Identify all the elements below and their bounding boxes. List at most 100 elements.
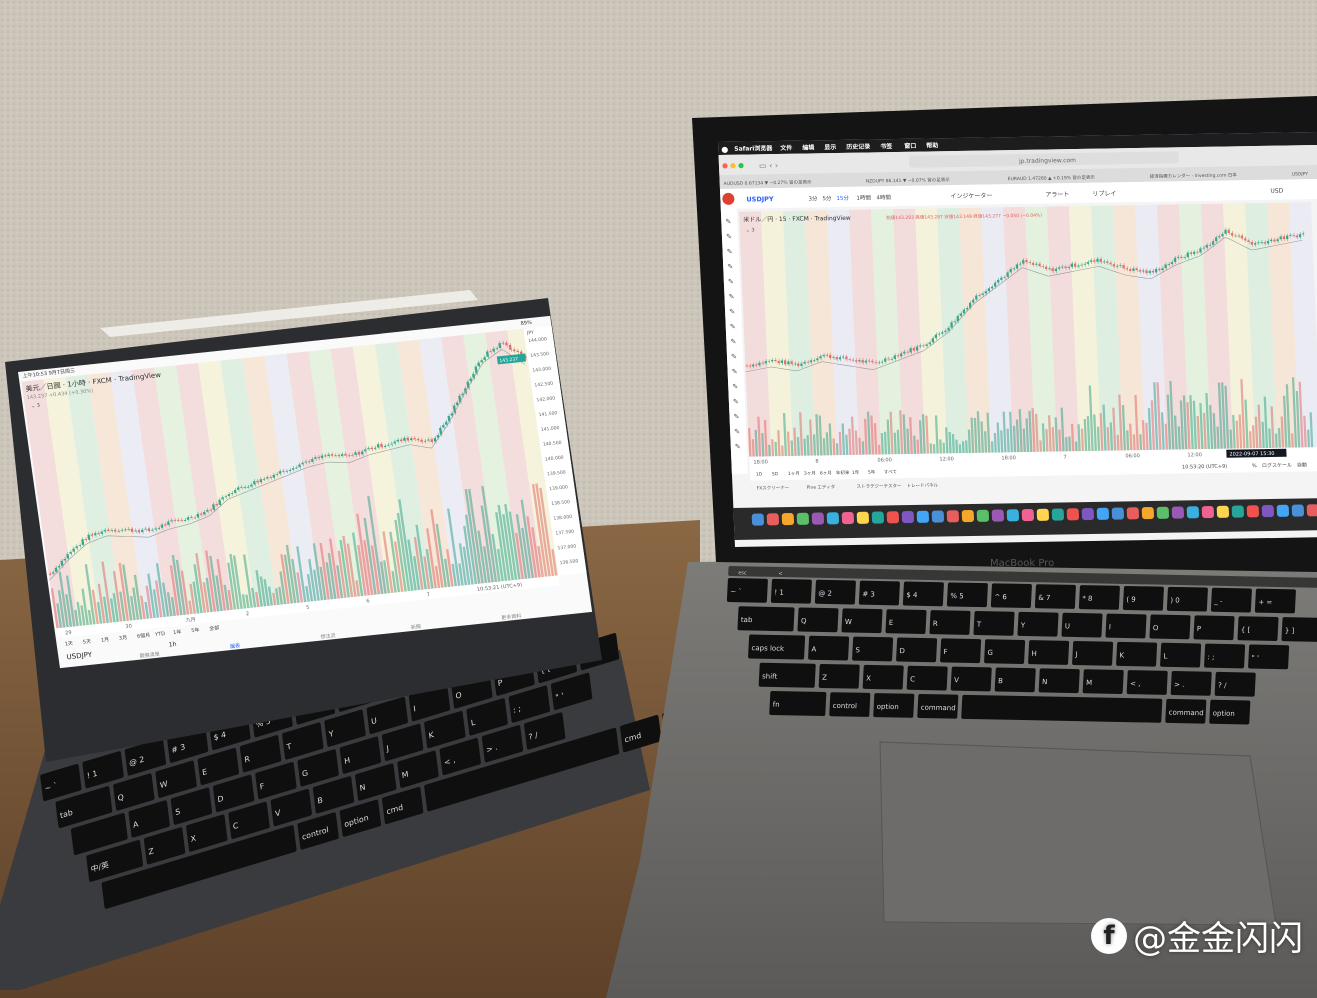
range-button[interactable]: 5年 (191, 626, 200, 634)
indicator-collapse[interactable]: ⌄ 3 (746, 227, 755, 233)
browser-tab[interactable]: AUDUSD 0.67134 ▼ −0.27% 冒の足表示 (724, 178, 813, 186)
time-axis[interactable] (749, 446, 1317, 467)
key[interactable] (917, 693, 959, 719)
browser-tab[interactable]: NZDUPY 86.141 ▼ −0.07% 冒の足表示 (866, 176, 951, 184)
scale-option[interactable]: ログスケール (1262, 462, 1292, 469)
menu-item[interactable]: Safari浏览器 (734, 144, 773, 153)
window-control[interactable] (722, 163, 728, 169)
key[interactable] (239, 735, 282, 773)
key[interactable] (550, 672, 593, 710)
drawing-tool-icon[interactable]: ✎ (733, 398, 739, 406)
key[interactable] (82, 751, 124, 789)
key[interactable] (769, 690, 827, 717)
key[interactable] (101, 825, 297, 910)
key[interactable] (1214, 671, 1256, 697)
key[interactable] (1237, 616, 1279, 642)
key[interactable] (1061, 612, 1103, 638)
dock-app-icon[interactable] (901, 511, 915, 524)
dock-app-icon[interactable] (931, 510, 945, 523)
interval-button[interactable]: 4時間 (876, 193, 891, 201)
key[interactable] (929, 610, 971, 635)
key[interactable] (508, 685, 551, 723)
browser-tab[interactable]: EURAUD 1.47280 ▲ +0.19% 冒の足表示 (1008, 174, 1096, 182)
dock-app-icon[interactable] (1081, 508, 1095, 521)
dock-app-icon[interactable] (766, 513, 780, 526)
key[interactable] (197, 747, 239, 786)
browser-tab[interactable]: 経済指標カレンダー - Investing.com 日本 (1150, 171, 1238, 179)
dock-app-icon[interactable] (1261, 505, 1275, 518)
key[interactable] (397, 750, 439, 788)
key[interactable] (770, 578, 812, 604)
bottom-tab[interactable]: 更多資料 (501, 612, 522, 621)
dock-app-icon[interactable] (1141, 507, 1155, 520)
key[interactable] (366, 696, 408, 735)
dock-app-icon[interactable] (916, 510, 930, 523)
menu-item[interactable]: 编辑 (802, 143, 814, 151)
dock-app-icon[interactable] (961, 510, 975, 523)
key[interactable] (312, 776, 355, 814)
price-axis[interactable] (523, 325, 587, 576)
key[interactable] (128, 800, 170, 838)
range-button[interactable]: 1年 (173, 628, 182, 636)
dock-app-icon[interactable] (991, 509, 1005, 522)
key[interactable] (814, 579, 856, 605)
range-button[interactable]: 6個月 (137, 632, 151, 640)
key[interactable] (524, 712, 566, 750)
range-button[interactable]: 1月 (101, 637, 110, 644)
indicator-collapse[interactable]: ⌄ 3 (31, 403, 41, 410)
key[interactable] (1210, 587, 1252, 613)
menu-item[interactable]: 显示 (824, 143, 836, 151)
key[interactable] (973, 610, 1015, 636)
key[interactable] (1078, 585, 1120, 610)
key[interactable] (748, 634, 806, 660)
dock-app-icon[interactable] (856, 511, 870, 524)
bottom-tab[interactable]: 觀察清單 (139, 651, 160, 660)
key[interactable] (902, 581, 944, 607)
key[interactable] (381, 723, 424, 761)
key[interactable] (228, 801, 270, 839)
key[interactable] (1193, 615, 1235, 641)
trackpad[interactable] (879, 741, 1277, 926)
browser-tab[interactable]: USDJPY (1292, 171, 1309, 177)
key[interactable] (961, 694, 1163, 723)
key[interactable] (1281, 617, 1317, 642)
bottom-panel-tab[interactable]: Pine エディタ (806, 483, 835, 490)
key[interactable] (1072, 640, 1114, 666)
apple-icon[interactable]: ● (721, 145, 728, 154)
drawing-tool-icon[interactable]: ✎ (730, 338, 736, 346)
key[interactable] (896, 637, 938, 663)
key[interactable] (1017, 611, 1059, 637)
symbol-button[interactable]: USDJPY (66, 650, 93, 662)
menu-item[interactable]: 帮助 (926, 141, 938, 149)
key[interactable] (424, 711, 466, 749)
key[interactable] (113, 773, 155, 811)
key[interactable] (862, 664, 904, 690)
key[interactable] (1038, 668, 1080, 694)
key[interactable] (297, 749, 339, 787)
dock-app-icon[interactable] (1186, 506, 1200, 519)
key[interactable] (55, 786, 113, 829)
address-bar[interactable] (908, 151, 1180, 168)
key[interactable] (946, 582, 988, 608)
sidebar-icon[interactable]: ▭ ‹ › (759, 161, 778, 170)
drawing-tool-icon[interactable]: ✎ (732, 383, 738, 391)
key[interactable] (990, 583, 1032, 609)
currency-button[interactable]: USD (1270, 188, 1283, 195)
drawing-tool-icon[interactable]: ✎ (726, 233, 732, 241)
dock-app-icon[interactable] (781, 513, 795, 526)
dock-app-icon[interactable] (976, 509, 990, 522)
range-button[interactable]: 1ヶ月 (788, 471, 800, 477)
key[interactable] (858, 580, 900, 606)
key[interactable] (829, 692, 871, 717)
drawing-tool-icon[interactable]: ✎ (727, 263, 733, 271)
drawing-toolbar[interactable] (720, 208, 748, 474)
key[interactable] (1166, 586, 1208, 612)
dock-app-icon[interactable] (1171, 506, 1185, 519)
key[interactable] (297, 812, 339, 850)
key[interactable] (466, 698, 508, 736)
key[interactable] (40, 763, 82, 802)
range-button[interactable]: 全部 (209, 624, 220, 632)
key[interactable] (143, 827, 186, 865)
key[interactable] (808, 635, 850, 661)
dock-app-icon[interactable] (1021, 509, 1035, 522)
